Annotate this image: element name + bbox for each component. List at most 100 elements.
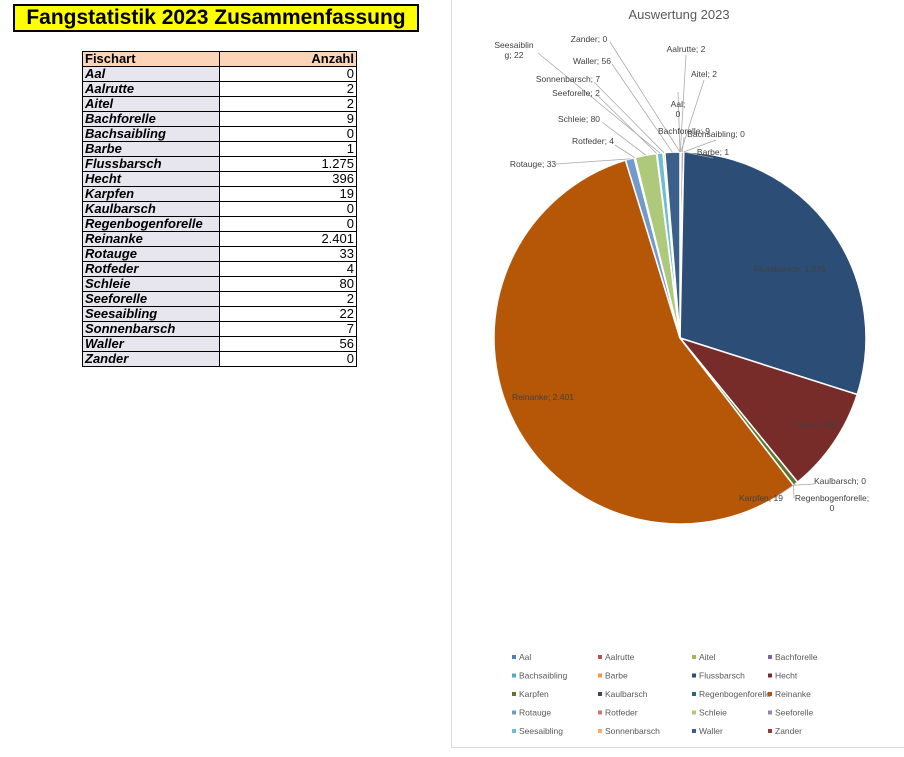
legend-swatch: [692, 673, 696, 678]
leader-line: [609, 41, 681, 153]
pie-slice-flussbarsch: [679, 151, 867, 396]
table-header-row: Fischart Anzahl: [82, 51, 357, 67]
legend-entry: Waller: [699, 726, 723, 736]
fish-name-cell: Bachforelle: [82, 111, 220, 127]
table-row: Rotauge 33: [82, 246, 357, 262]
column-header-fischart: Fischart: [82, 51, 220, 67]
count-cell: 2: [219, 291, 357, 307]
leader-line: [773, 483, 796, 499]
table-row: Seesaibling 22: [82, 306, 357, 322]
data-label-aalrutte: Aalrutte; 2: [667, 44, 706, 54]
legend-swatch: [598, 655, 602, 659]
pie-chart: Auswertung 2023 Aal; 0 Aalrutte; 2 Aitel; 2…: [493, 7, 869, 736]
data-label-schleie: Schleie; 80: [558, 114, 600, 124]
fish-name-cell: Aalrutte: [82, 81, 220, 97]
legend-entry: Seeforelle: [775, 708, 814, 718]
legend-swatch: [512, 655, 516, 659]
table-body: Aal 0 Aalrutte 2 Aitel 2 Bachforelle 9 Bachsaibl…: [82, 66, 357, 367]
legend-entry: Barbe: [605, 671, 628, 681]
fish-name-cell: Sonnenbarsch: [82, 321, 220, 337]
table-row: Bachsaibling 0: [82, 126, 357, 142]
fish-name-cell: Seesaibling: [82, 306, 220, 322]
legend-swatch: [768, 729, 772, 733]
legend: Aal Aalrutte Aitel Bachforelle Bachsaibling B…: [512, 652, 818, 736]
fish-name-cell: Karpfen: [82, 186, 220, 202]
legend-entry: Bachsaibling: [519, 671, 567, 681]
fish-name-cell: Reinanke: [82, 231, 220, 247]
count-cell: 2: [219, 96, 357, 112]
legend-swatch: [512, 729, 516, 733]
pie-slice-hecht: [677, 336, 859, 484]
legend-entry: Aitel: [699, 652, 716, 662]
legend-entry: Aalrutte: [605, 652, 635, 662]
table-row: Schleie 80: [82, 276, 357, 292]
fish-name-cell: Rotauge: [82, 246, 220, 262]
fish-name-cell: Rotfeder: [82, 261, 220, 277]
table-row: Karpfen 19: [82, 186, 357, 202]
data-label-hecht: Hecht; 396: [795, 420, 836, 430]
legend-swatch: [768, 710, 772, 715]
legend-entry: Sonnenbarsch: [605, 726, 660, 736]
leader-line: [555, 158, 630, 165]
table-row: Zander 0: [82, 351, 357, 367]
count-cell: 0: [219, 201, 357, 217]
legend-swatch: [768, 655, 772, 659]
count-cell: 0: [219, 66, 357, 82]
leader-line: [680, 79, 705, 153]
data-label-sonnenbarsch: Sonnenbarsch; 7: [536, 74, 601, 84]
data-label-barbe: Barbe; 1: [697, 147, 729, 157]
fish-name-cell: Aitel: [82, 96, 220, 112]
catch-table: Fischart Anzahl Aal 0 Aalrutte 2 Aitel 2 Bachf…: [82, 51, 357, 367]
data-label-karpfen: Karpfen; 19: [739, 493, 783, 503]
legend-swatch: [692, 655, 696, 659]
legend-entry: Flussbarsch: [699, 671, 745, 681]
legend-entry: Seesaibling: [519, 726, 563, 736]
leader-line: [614, 144, 635, 158]
data-label-waller: Waller; 56: [573, 56, 611, 66]
fish-name-cell: Zander: [82, 351, 220, 367]
fish-name-cell: Barbe: [82, 141, 220, 157]
count-cell: 33: [219, 246, 357, 262]
count-cell: 22: [219, 306, 357, 322]
count-cell: 1: [219, 141, 357, 157]
leader-line: [793, 483, 815, 486]
count-cell: 2: [219, 81, 357, 97]
legend-swatch: [598, 673, 602, 678]
pie-slice-reinanke: [493, 159, 795, 525]
data-label-bachforelle: Bachforelle; 9: [658, 126, 710, 136]
legend-entry: Reinanke: [775, 689, 811, 699]
fish-name-cell: Seeforelle: [82, 291, 220, 307]
table-row: Waller 56: [82, 336, 357, 352]
legend-swatch: [512, 710, 516, 715]
table-row: Hecht 396: [82, 171, 357, 187]
legend-swatch: [692, 710, 696, 715]
count-cell: 0: [219, 126, 357, 142]
legend-swatch: [598, 710, 602, 715]
count-cell: 2.401: [219, 231, 357, 247]
legend-entry: Aal: [519, 652, 531, 662]
data-label-regenbogenforelle: Regenbogenforelle; 0: [795, 493, 869, 513]
count-cell: 0: [219, 351, 357, 367]
count-cell: 4: [219, 261, 357, 277]
legend-swatch: [768, 673, 772, 678]
fish-name-cell: Flussbarsch: [82, 156, 220, 172]
leader-line: [593, 81, 665, 153]
legend-swatch: [598, 729, 602, 733]
data-label-seesaibling: Seesaiblin g; 22: [494, 40, 533, 60]
label-leader-lines: [537, 41, 815, 499]
legend-entry: Kaulbarsch: [605, 689, 648, 699]
legend-swatch: [692, 692, 696, 696]
table-row: Regenbogenforelle 0: [82, 216, 357, 232]
count-cell: 19: [219, 186, 357, 202]
data-label-zander: Zander; 0: [571, 34, 608, 44]
leader-line: [611, 63, 673, 153]
legend-entry: Zander: [775, 726, 802, 736]
table-row: Barbe 1: [82, 141, 357, 157]
legend-entry: Rotauge: [519, 708, 551, 718]
data-label-aal: Aal; 0: [671, 99, 686, 119]
leader-line: [683, 139, 717, 153]
legend-swatch: [768, 692, 772, 696]
leader-line: [537, 52, 661, 154]
data-label-rotauge: Rotauge; 33: [510, 159, 557, 169]
